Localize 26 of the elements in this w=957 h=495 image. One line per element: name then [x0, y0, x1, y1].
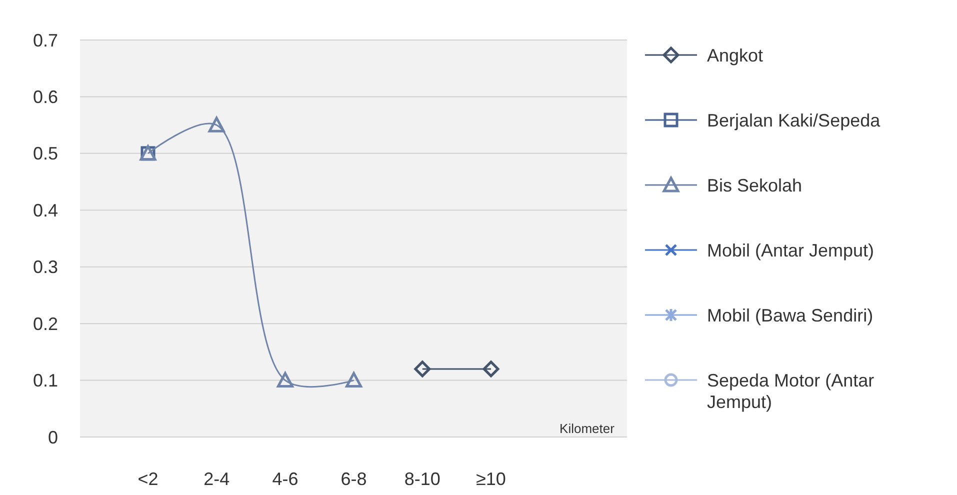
y-tick-label: 0.5	[32, 144, 58, 164]
legend-label: Mobil (Bawa Sendiri)	[707, 305, 874, 326]
point	[482, 360, 500, 378]
x-axis-title: Kilometer	[560, 421, 616, 436]
x-tick-label: 6-8	[340, 469, 367, 489]
legend-label: Berjalan Kaki/Sepeda	[707, 110, 882, 130]
x-tick-label: 2-4	[204, 469, 230, 489]
y-tick-label: 0.3	[32, 257, 58, 278]
x-tick-label: ≥10	[476, 469, 506, 489]
y-tick-label: 0.4	[32, 200, 58, 220]
x-tick-label: <2	[138, 469, 158, 489]
y-tick-label: 0.7	[32, 30, 58, 50]
y-tick-label: 0.1	[32, 370, 58, 391]
point	[346, 372, 362, 388]
y-tick-label: 0	[48, 427, 58, 448]
legend-label: Mobil (Antar Jemput)	[707, 240, 874, 260]
x-tick-label: 8-10	[404, 469, 440, 489]
legend-label: Angkot	[707, 45, 764, 66]
y-tick-label: 0.6	[32, 87, 58, 108]
legend-label: Sepeda Motor (Antar Jemput)	[707, 370, 874, 412]
point	[276, 372, 294, 388]
point	[414, 360, 431, 378]
x-tick-label: 4-6	[272, 469, 298, 489]
legend-label: Bis Sekolah	[707, 175, 802, 196]
y-tick-label: 0.2	[32, 314, 58, 334]
point	[208, 116, 225, 132]
